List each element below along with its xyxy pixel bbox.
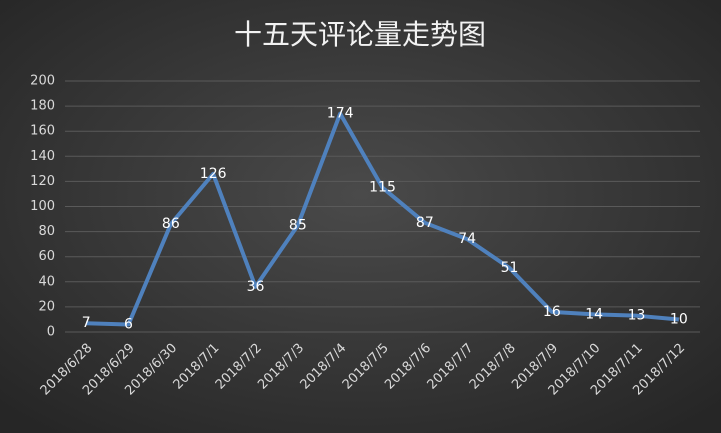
chart-title: 十五天评论量走势图 — [234, 18, 486, 51]
data-label: 13 — [628, 308, 646, 324]
y-tick-label: 140 — [30, 149, 55, 164]
data-label: 74 — [458, 231, 476, 247]
data-label: 87 — [416, 215, 434, 231]
y-tick-label: 60 — [38, 249, 55, 264]
data-label: 16 — [543, 304, 561, 320]
y-tick-label: 40 — [38, 274, 55, 289]
y-tick-label: 200 — [30, 74, 55, 89]
data-label: 10 — [670, 311, 688, 327]
y-tick-label: 120 — [30, 174, 55, 189]
y-tick-label: 0 — [47, 325, 55, 340]
data-label: 115 — [369, 180, 396, 196]
data-label: 86 — [162, 216, 180, 232]
data-label: 6 — [124, 316, 133, 332]
data-label: 174 — [327, 106, 354, 122]
y-tick-label: 160 — [30, 124, 55, 139]
data-label: 7 — [82, 315, 91, 331]
data-label: 126 — [200, 166, 227, 182]
data-label: 85 — [289, 217, 307, 233]
data-label: 51 — [501, 260, 519, 276]
y-tick-label: 180 — [30, 99, 55, 114]
y-tick-label: 20 — [38, 299, 55, 314]
data-label: 14 — [585, 306, 603, 322]
data-label: 36 — [247, 279, 265, 295]
y-tick-label: 80 — [38, 224, 55, 239]
y-tick-label: 100 — [30, 199, 55, 214]
line — [86, 111, 680, 327]
